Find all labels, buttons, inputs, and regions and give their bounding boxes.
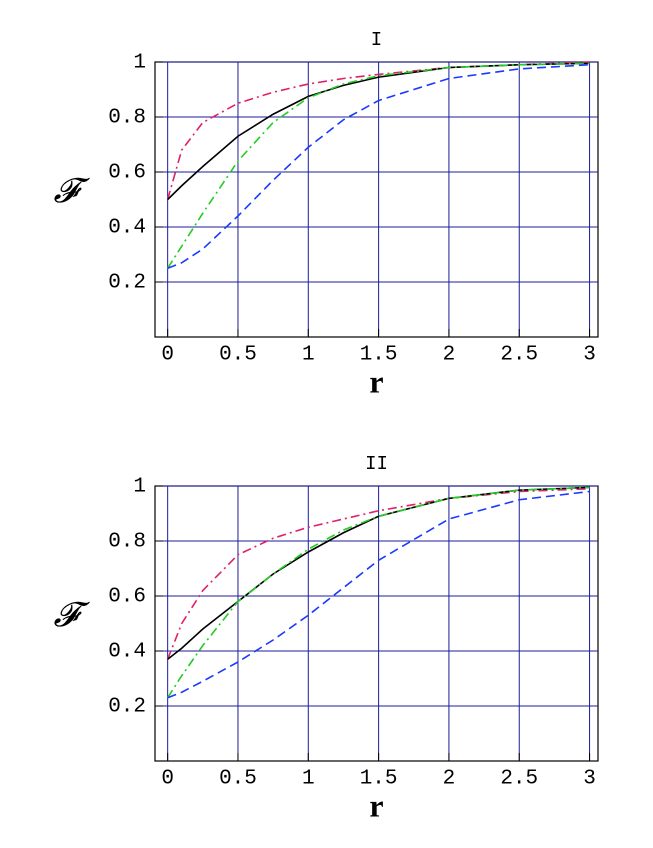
x-tick-label: 3 <box>583 768 596 791</box>
y-tick-label: 0.4 <box>108 217 146 240</box>
plot-frame <box>154 61 599 338</box>
y-tick-label: 0.4 <box>108 641 146 664</box>
plot-frame <box>154 485 599 762</box>
y-tick-label: 1 <box>133 476 146 499</box>
x-axis-label: r <box>369 787 383 823</box>
x-tick-label: 2.5 <box>500 768 538 791</box>
x-tick-label: 0 <box>161 344 174 367</box>
x-tick-label: 2 <box>443 344 456 367</box>
y-axis-label: 𝓕 <box>53 173 90 210</box>
series-line <box>167 490 590 699</box>
x-tick-label: 0.5 <box>219 768 257 791</box>
x-axis-label: r <box>369 363 383 399</box>
x-tick-label: 2.5 <box>500 344 538 367</box>
x-tick-label: 1.5 <box>360 768 398 791</box>
y-tick-label: 0.6 <box>108 586 146 609</box>
series-line <box>166 487 590 660</box>
y-tick-label: 0.8 <box>108 531 146 554</box>
x-tick-label: 0 <box>161 768 174 791</box>
y-tick-label: 0.8 <box>108 107 146 130</box>
x-tick-label: 2 <box>443 768 456 791</box>
series-line <box>166 486 590 699</box>
x-tick-label: 1.5 <box>360 344 398 367</box>
x-tick-label: 0.5 <box>219 344 257 367</box>
x-tick-label: 1 <box>302 344 315 367</box>
x-tick-label: 1 <box>302 768 315 791</box>
chart-title: I <box>371 29 382 51</box>
series-line <box>167 63 590 269</box>
y-tick-label: 0.6 <box>108 162 146 185</box>
y-axis-label: 𝓕 <box>53 597 90 634</box>
series-line <box>166 62 590 269</box>
chart-title: II <box>365 453 388 475</box>
x-tick-label: 3 <box>583 344 596 367</box>
y-tick-label: 0.2 <box>108 272 146 295</box>
y-tick-label: 1 <box>133 52 146 75</box>
series-line <box>167 62 590 201</box>
y-tick-label: 0.2 <box>108 696 146 719</box>
